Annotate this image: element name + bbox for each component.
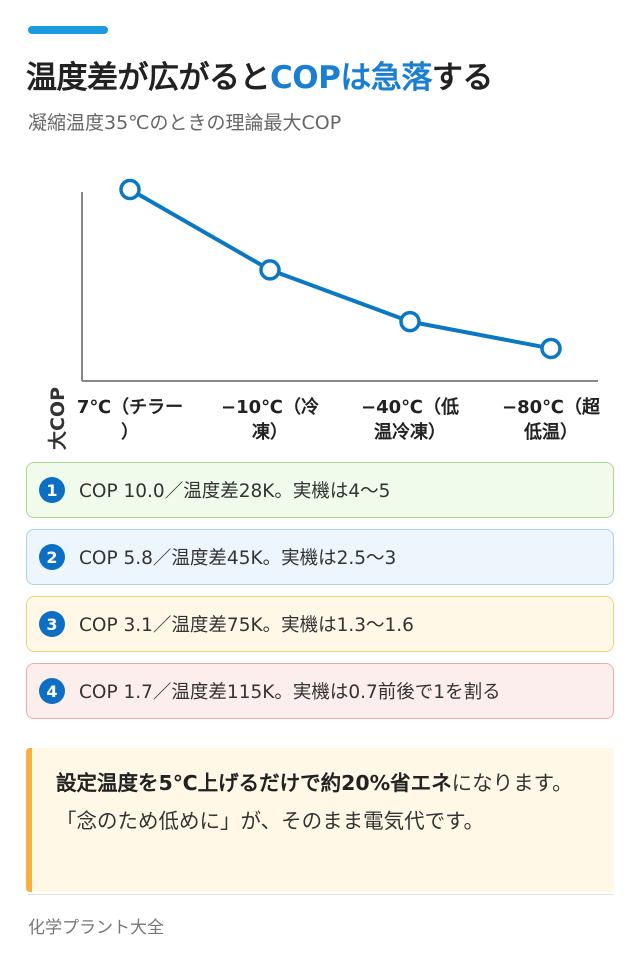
card-text: COP 1.7／温度差115K。実機は0.7前後で1を割る bbox=[79, 682, 501, 703]
title-pre: 温度差が広がると bbox=[26, 60, 271, 96]
cop-cards: 1 COP 10.0／温度差28K。実機は4〜5 2 COP 5.8／温度差45K。実… bbox=[26, 462, 614, 730]
energy-note: 設定温度を5℃上げるだけで約20%省エネになります。「念のため低めに」が、そのま… bbox=[26, 748, 614, 892]
x-tick-label-2: −10℃（冷凍） bbox=[221, 396, 319, 443]
note-rest: になります。「念のため低めに」が、そのまま電気代です。 bbox=[56, 771, 573, 833]
number-badge: 3 bbox=[39, 611, 65, 637]
cop-card-4: 4 COP 1.7／温度差115K。実機は0.7前後で1を割る bbox=[26, 663, 614, 719]
series-cop bbox=[119, 178, 562, 360]
cop-line-chart: 理論最大COP 7℃（チラー） −10℃（冷凍） −40℃（低温冷凍） −80℃（超低… bbox=[46, 178, 601, 450]
data-point-4 bbox=[540, 337, 562, 360]
card-text: COP 10.0／温度差28K。実機は4〜5 bbox=[79, 481, 391, 502]
number-badge: 1 bbox=[39, 477, 65, 503]
card-text: COP 5.8／温度差45K。実機は2.5〜3 bbox=[79, 548, 397, 569]
cop-card-2: 2 COP 5.8／温度差45K。実機は2.5〜3 bbox=[26, 529, 614, 585]
accent-bar bbox=[28, 26, 108, 34]
card-text: COP 3.1／温度差75K。実機は1.3〜1.6 bbox=[79, 615, 414, 636]
source-footer: 化学プラント大全 bbox=[28, 918, 164, 938]
page-title: 温度差が広がるとCOPは急落する bbox=[26, 52, 493, 97]
data-point-1 bbox=[119, 178, 141, 201]
cop-card-1: 1 COP 10.0／温度差28K。実機は4〜5 bbox=[26, 462, 614, 518]
number-badge: 2 bbox=[39, 544, 65, 570]
x-tick-label-1: 7℃（チラー） bbox=[77, 397, 183, 443]
title-post: する bbox=[431, 60, 494, 96]
x-tick-label-4: −80℃（超低温） bbox=[502, 396, 601, 443]
cop-card-3: 3 COP 3.1／温度差75K。実機は1.3〜1.6 bbox=[26, 596, 614, 652]
data-point-2 bbox=[259, 259, 281, 281]
data-point-3 bbox=[399, 310, 421, 333]
subtitle: 凝縮温度35℃のときの理論最大COP bbox=[28, 112, 342, 134]
note-bold: 設定温度を5℃上げるだけで約20%省エネ bbox=[56, 771, 452, 795]
series-line bbox=[129, 187, 552, 351]
number-badge: 4 bbox=[39, 678, 65, 704]
divider bbox=[28, 894, 614, 895]
x-tick-label-3: −40℃（低温冷凍） bbox=[361, 396, 459, 443]
y-axis-label: 理論最大COP bbox=[46, 387, 69, 450]
title-highlight: COPは急落 bbox=[270, 60, 432, 96]
x-tick-labels: 7℃（チラー） −10℃（冷凍） −40℃（低温冷凍） −80℃（超低温） bbox=[77, 396, 601, 443]
